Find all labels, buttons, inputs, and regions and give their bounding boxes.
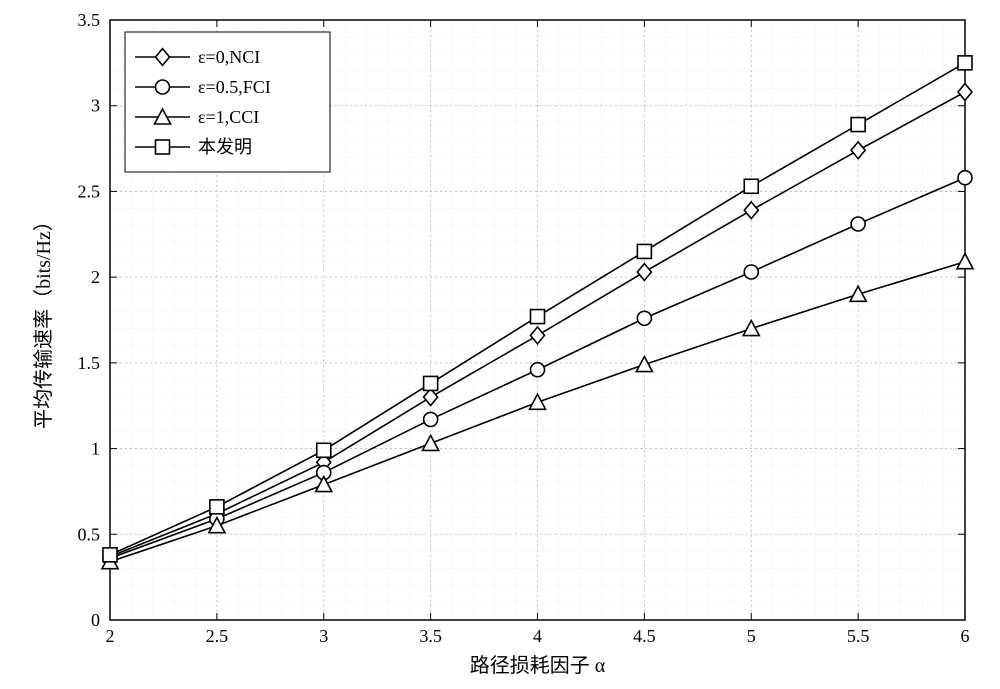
ytick-label: 1.5: [78, 353, 101, 373]
legend-label-inv: 本发明: [198, 137, 252, 157]
ytick-label: 0: [91, 610, 100, 630]
ytick-label: 0.5: [78, 524, 101, 544]
xtick-label: 5.5: [847, 626, 870, 646]
y-axis-label: 平均传输速率（bits/Hz）: [32, 211, 55, 429]
chart-svg: 2 2.5 3 3.5 4 4.5 5 5.5 6 0 0.5 1 1.5 2 2.5 3 3.5 路径损耗因子 …: [0, 0, 1000, 689]
xtick-label: 3.5: [419, 626, 442, 646]
xtick-label: 6: [961, 626, 970, 646]
x-axis-label: 路径损耗因子 α: [470, 654, 606, 677]
xtick-label: 2: [106, 626, 115, 646]
ytick-label: 2.5: [78, 181, 101, 201]
xtick-label: 3: [319, 626, 328, 646]
ytick-label: 2: [91, 267, 100, 287]
xtick-label: 5: [747, 626, 756, 646]
legend-label-fci: ε=0.5,FCI: [198, 77, 271, 97]
ytick-label: 3: [91, 96, 100, 116]
legend: ε=0,NCI ε=0.5,FCI ε=1,CCI 本发明: [125, 32, 330, 172]
xtick-label: 4.5: [633, 626, 656, 646]
ytick-label: 1: [91, 439, 100, 459]
xtick-label: 4: [533, 626, 542, 646]
legend-label-nci: ε=0,NCI: [198, 47, 260, 67]
chart-container: 2 2.5 3 3.5 4 4.5 5 5.5 6 0 0.5 1 1.5 2 2.5 3 3.5 路径损耗因子 …: [0, 0, 1000, 689]
legend-label-cci: ε=1,CCI: [198, 107, 259, 127]
ytick-label: 3.5: [78, 10, 101, 30]
xtick-label: 2.5: [206, 626, 229, 646]
